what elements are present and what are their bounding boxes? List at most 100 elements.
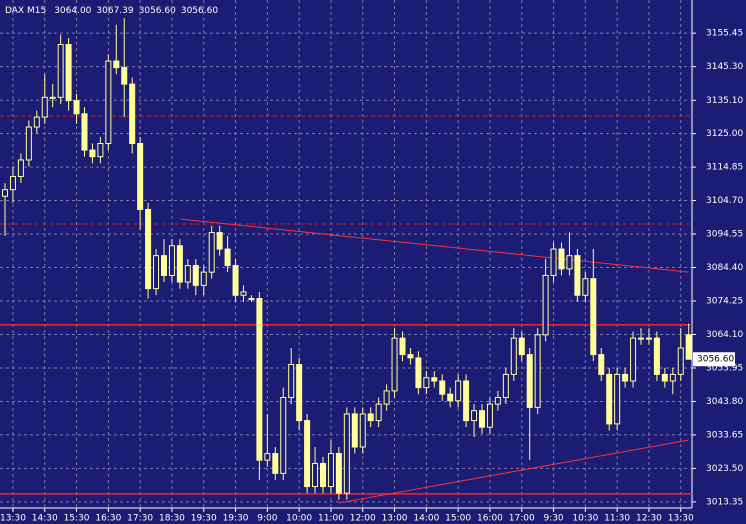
candle-body xyxy=(41,96,48,118)
candle-body xyxy=(248,298,255,301)
y-tick-label: 3094.55 xyxy=(706,230,743,240)
x-tick-label: 13:30 xyxy=(0,514,26,524)
candle-body xyxy=(216,232,223,250)
candle-body xyxy=(455,380,462,402)
candle-body xyxy=(622,373,629,382)
candle-body xyxy=(526,354,533,408)
x-tick-label: 14:30 xyxy=(32,514,58,524)
x-tick-label: 9:00 xyxy=(257,514,277,524)
candle-body xyxy=(256,298,263,461)
candle-body xyxy=(431,377,438,382)
candle-body xyxy=(645,337,652,340)
x-tick-label: 13:30 xyxy=(668,514,694,524)
y-tick-label: 3114.85 xyxy=(706,163,743,173)
candle-body xyxy=(471,410,478,422)
candle-body xyxy=(33,116,40,128)
x-tick-label: 11:00 xyxy=(318,514,344,524)
y-tick-label: 3135.10 xyxy=(706,96,743,106)
candle-body xyxy=(439,380,446,395)
candle-body xyxy=(518,337,525,356)
candle-body xyxy=(375,403,382,422)
candle-body xyxy=(510,337,517,375)
candle-body xyxy=(351,413,358,448)
candle-body xyxy=(264,453,271,461)
x-tick-label: 15:30 xyxy=(64,514,90,524)
candle-body xyxy=(57,44,64,98)
candle-body xyxy=(391,337,398,392)
candle-body xyxy=(137,142,144,210)
candle-body xyxy=(9,175,16,191)
candle-body xyxy=(113,60,120,69)
x-tick-label: 13:00 xyxy=(382,514,408,524)
candle-body xyxy=(606,373,613,425)
x-tick-label: 15:00 xyxy=(445,514,471,524)
candle-body xyxy=(89,149,96,158)
candle-body xyxy=(494,396,501,405)
header-close: 3056.60 xyxy=(181,6,218,16)
candle-body xyxy=(463,380,470,422)
candle-body xyxy=(105,60,112,144)
x-tick-label: 12:00 xyxy=(350,514,376,524)
candle-body xyxy=(312,462,319,488)
y-tick-label: 3155.45 xyxy=(706,29,743,39)
candle-body xyxy=(685,334,692,360)
y-tick-label: 3043.80 xyxy=(706,397,743,407)
candle-body xyxy=(558,248,565,270)
candle-body xyxy=(161,255,167,276)
last-price-label: 3056.60 xyxy=(697,355,734,365)
candle-body xyxy=(304,420,311,488)
candle-body xyxy=(192,265,199,286)
candle-body xyxy=(224,248,231,267)
candle-body xyxy=(240,291,247,296)
candle-body xyxy=(121,67,128,85)
candle-body xyxy=(81,113,88,151)
candle-body xyxy=(335,453,342,494)
candle-body xyxy=(669,373,676,382)
trend-line xyxy=(338,439,689,504)
candle-body xyxy=(208,232,215,273)
candle-body xyxy=(17,159,24,177)
header-low: 3056.60 xyxy=(139,6,176,16)
candle-body xyxy=(73,100,80,115)
x-tick-label: 10:00 xyxy=(286,514,312,524)
candle-body xyxy=(630,337,637,382)
candle-body xyxy=(486,403,493,428)
x-tick-label: 12:30 xyxy=(636,514,662,524)
x-tick-label: 9:30 xyxy=(543,514,563,524)
candle-body xyxy=(153,255,160,290)
y-tick-label: 3053.95 xyxy=(706,363,743,373)
candle-body xyxy=(423,377,430,389)
candle-body xyxy=(367,413,374,422)
candle-body xyxy=(288,364,295,398)
chart-header: DAX M15 3064.00 3067.39 3056.60 3056.60 xyxy=(5,6,218,16)
candle-body xyxy=(65,44,72,102)
candle-body xyxy=(614,373,621,425)
y-tick-label: 3104.70 xyxy=(706,196,743,206)
candle-body xyxy=(566,255,573,270)
candle-body xyxy=(574,255,581,296)
candle-body xyxy=(25,126,32,161)
candle-body xyxy=(97,142,104,158)
candle-body xyxy=(638,337,644,340)
x-tick-label: 16:00 xyxy=(477,514,503,524)
candle-body xyxy=(168,245,175,276)
candle-body xyxy=(598,354,605,375)
x-tick-label: 16:30 xyxy=(95,514,121,524)
header-open: 3064.00 xyxy=(54,6,91,16)
candle-body xyxy=(176,245,183,283)
y-tick-label: 3074.25 xyxy=(706,297,743,307)
x-tick-label: 18:30 xyxy=(159,514,185,524)
candle-body xyxy=(590,278,597,356)
candle-body xyxy=(200,271,207,286)
last-price-box xyxy=(693,352,735,367)
x-tick-label: 17:00 xyxy=(509,514,535,524)
candle-body xyxy=(661,373,668,382)
candle-body xyxy=(320,462,326,488)
y-tick-label: 3125.00 xyxy=(706,129,743,139)
y-tick-label: 3013.35 xyxy=(706,497,743,507)
candle-body xyxy=(184,265,191,283)
candle-body xyxy=(502,373,509,398)
x-tick-label: 19:30 xyxy=(191,514,217,524)
